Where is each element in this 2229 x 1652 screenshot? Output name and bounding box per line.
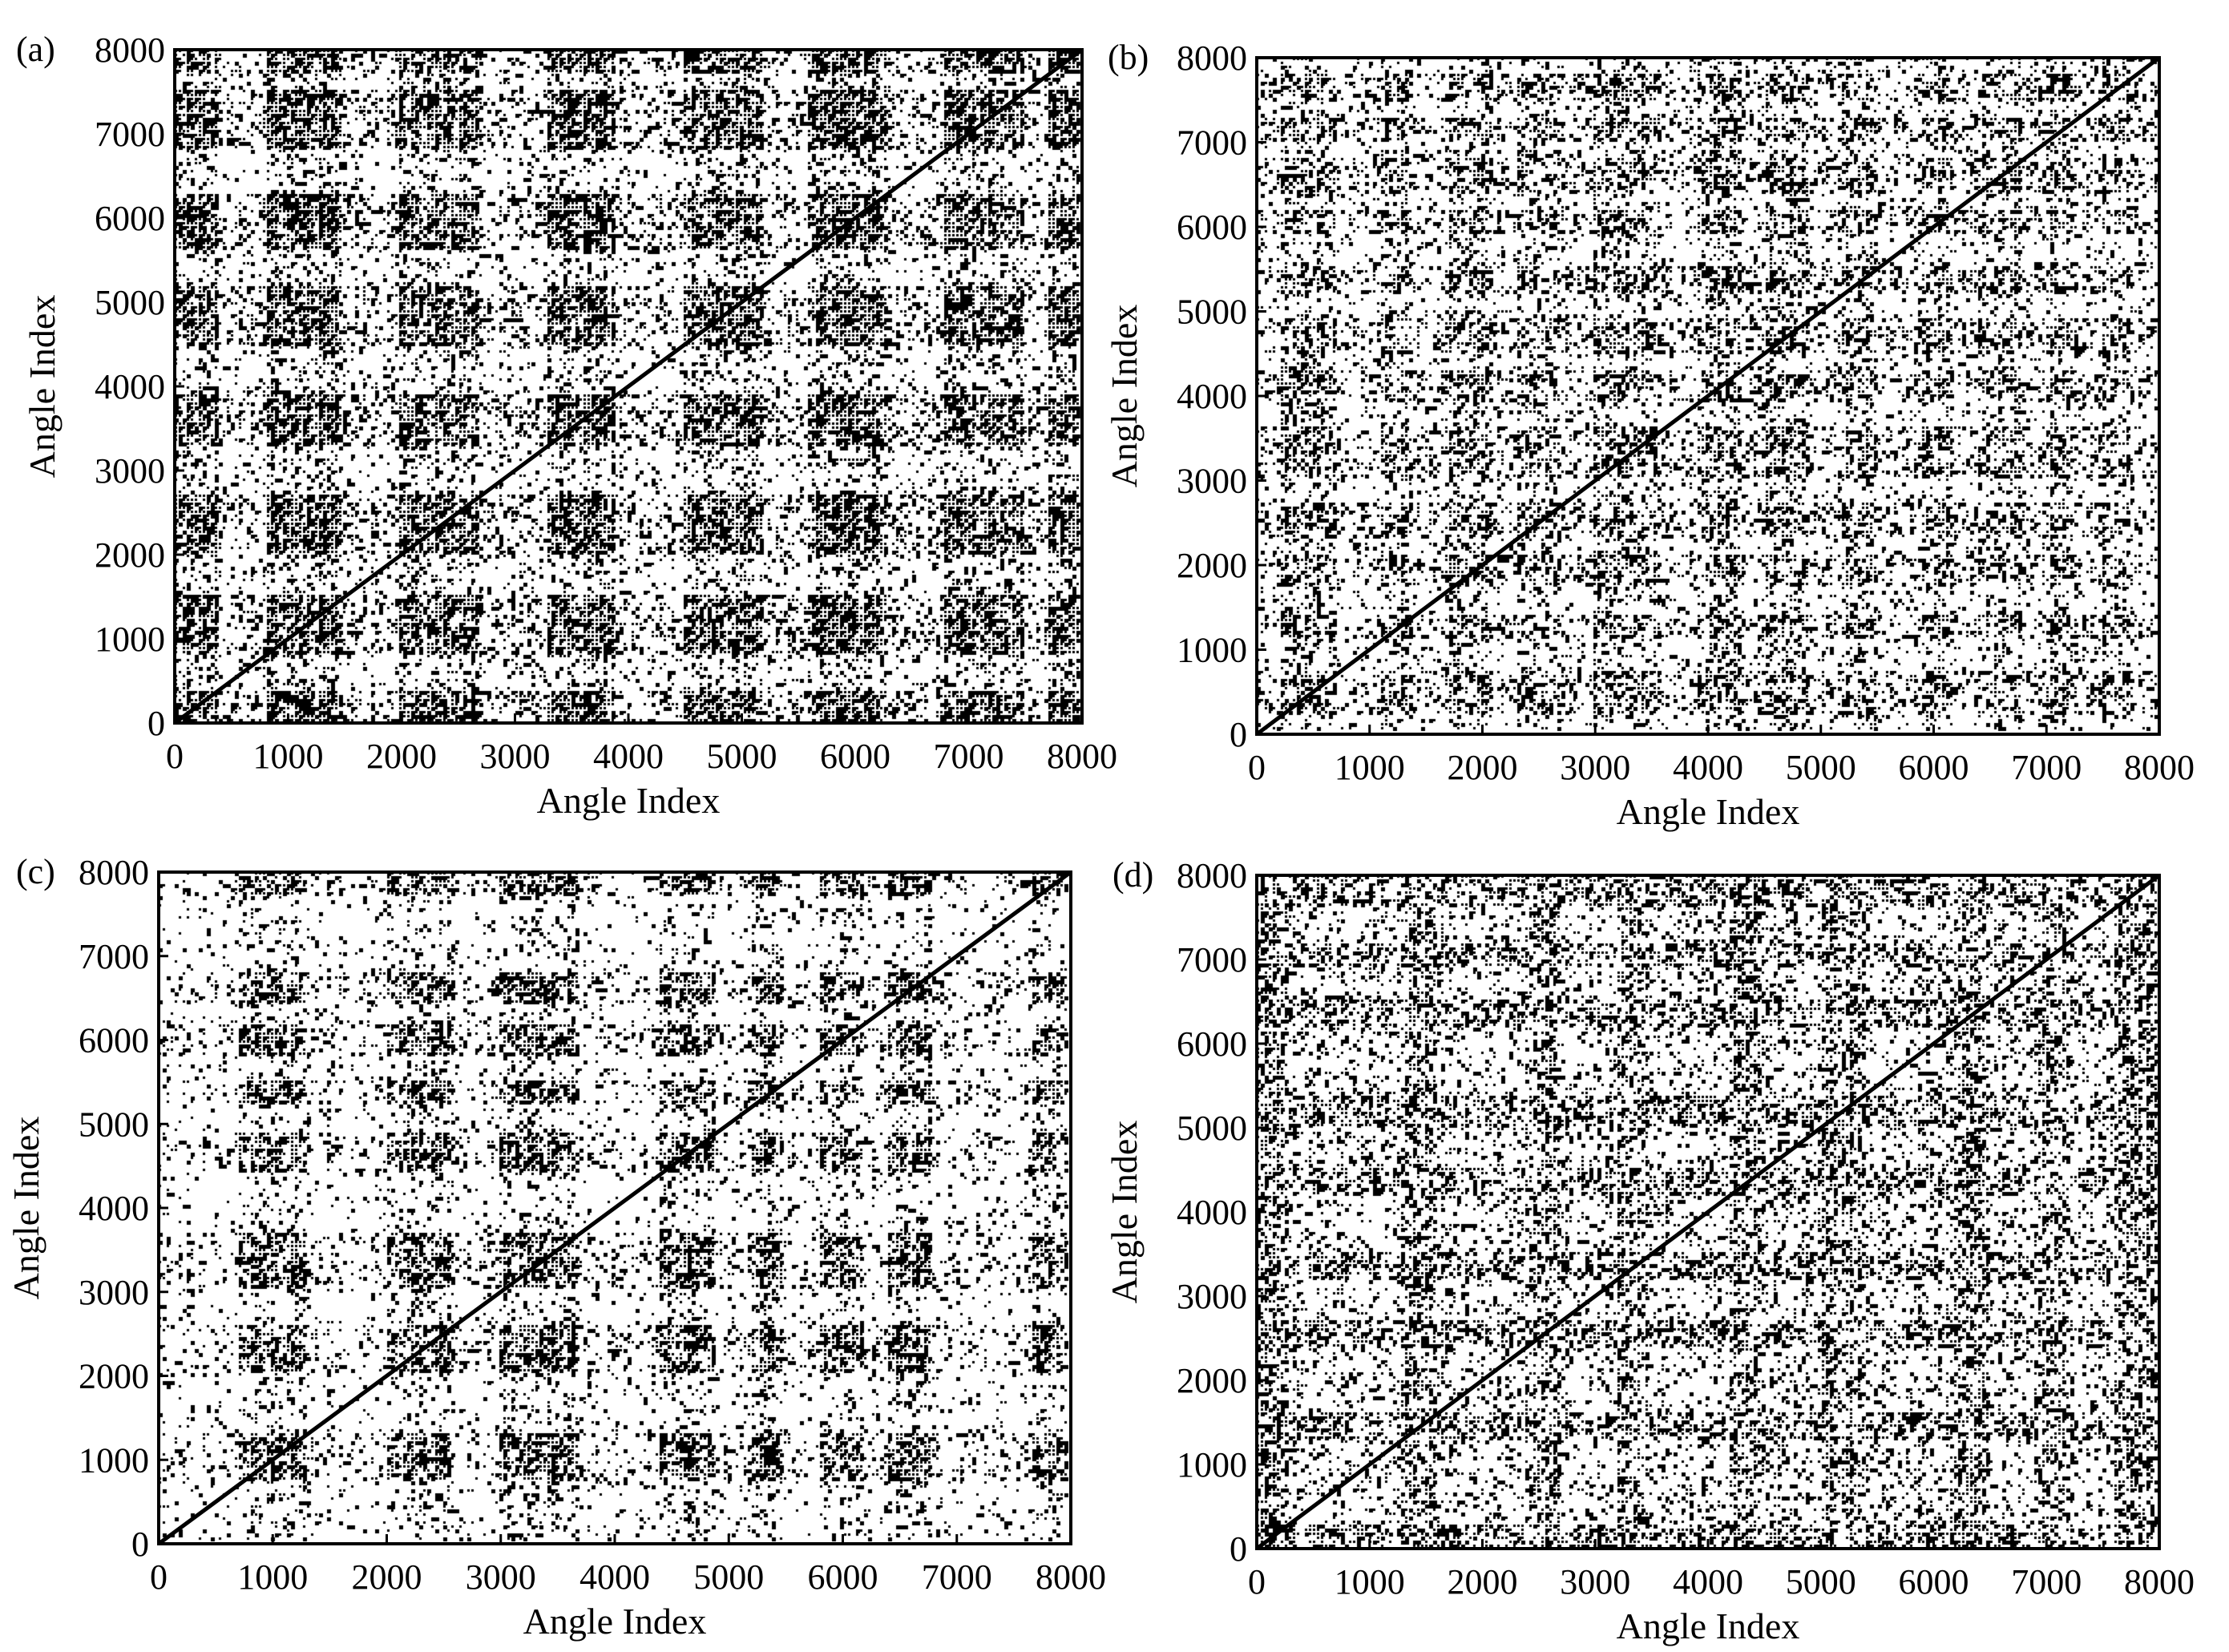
- y-tick-label: 1000: [79, 1440, 149, 1480]
- x-tick-label: 8000: [1036, 1557, 1106, 1597]
- panel-label: (d): [1112, 855, 1153, 895]
- y-axis-label: Angle Index: [22, 295, 63, 479]
- x-tick-label: 8000: [1047, 737, 1117, 776]
- y-tick-label: 8000: [95, 30, 165, 70]
- y-tick-label: 4000: [79, 1189, 149, 1228]
- x-tick-label: 2000: [1448, 748, 1518, 787]
- y-tick-label: 7000: [95, 115, 165, 154]
- x-tick-label: 0: [1248, 748, 1266, 787]
- x-tick-label: 4000: [1673, 1562, 1743, 1602]
- panel-b: 0 1000 2000 3000 4000 5000 6000 7000 8000 0 1000 20…: [1104, 38, 2195, 832]
- x-tick-label: 7000: [2011, 1562, 2082, 1602]
- x-axis-label: Angle Index: [1617, 791, 1800, 832]
- y-tick-label: 4000: [1177, 377, 1247, 416]
- y-tick-label: 1000: [1177, 1445, 1247, 1484]
- y-tick-label: 4000: [95, 367, 165, 406]
- x-axis-label: Angle Index: [1617, 1606, 1800, 1646]
- y-tick-label: 8000: [79, 853, 149, 892]
- x-tick-label: 8000: [2124, 1562, 2195, 1602]
- y-tick-label: 4000: [1177, 1193, 1247, 1232]
- x-tick-label: 8000: [2124, 748, 2195, 787]
- x-tick-label: 3000: [1560, 748, 1630, 787]
- panel-label: (a): [16, 30, 55, 69]
- x-tick-label: 3000: [1560, 1562, 1630, 1602]
- x-tick-label: 1000: [253, 737, 324, 776]
- y-tick-label: 5000: [1177, 1109, 1247, 1148]
- x-tick-label: 5000: [707, 737, 777, 776]
- y-tick-label: 0: [1230, 1529, 1247, 1569]
- y-tick-label: 8000: [1177, 856, 1247, 895]
- x-tick-label: 3000: [480, 737, 551, 776]
- y-tick-label: 6000: [95, 199, 165, 238]
- main-diagonal-line: [157, 870, 1072, 1546]
- main-diagonal-line: [1255, 55, 2161, 737]
- x-tick-label: 1000: [1335, 748, 1405, 787]
- panel-d: 0 1000 2000 3000 4000 5000 6000 7000 8000 0 1000 20…: [1104, 855, 2195, 1646]
- main-diagonal-line: [1255, 873, 2161, 1551]
- x-tick-label: 2000: [352, 1557, 422, 1597]
- y-tick-label: 8000: [1177, 38, 1247, 78]
- panel-label: (c): [16, 852, 55, 891]
- y-tick-label: 1000: [95, 620, 165, 659]
- y-axis-label: Angle Index: [1104, 1121, 1145, 1304]
- y-tick-label: 6000: [79, 1021, 149, 1060]
- x-tick-label: 6000: [820, 737, 890, 776]
- x-tick-label: 1000: [1335, 1562, 1405, 1602]
- x-tick-label: 6000: [1899, 1562, 1969, 1602]
- y-tick-label: 0: [131, 1525, 149, 1564]
- x-tick-label: 5000: [693, 1557, 764, 1597]
- x-tick-label: 0: [150, 1557, 168, 1597]
- x-tick-label: 7000: [2011, 748, 2082, 787]
- x-tick-label: 2000: [1448, 1562, 1518, 1602]
- x-tick-label: 2000: [366, 737, 437, 776]
- x-tick-label: 6000: [1899, 748, 1969, 787]
- x-tick-label: 0: [166, 737, 184, 776]
- y-tick-label: 3000: [1177, 462, 1247, 501]
- y-tick-label: 2000: [1177, 1361, 1247, 1400]
- x-axis-label: Angle Index: [523, 1601, 707, 1642]
- x-tick-label: 6000: [808, 1557, 878, 1597]
- main-diagonal-line: [173, 47, 1084, 725]
- y-tick-label: 6000: [1177, 208, 1247, 247]
- y-axis-label: Angle Index: [6, 1117, 46, 1300]
- panel-label: (b): [1108, 38, 1149, 77]
- y-tick-label: 5000: [1177, 293, 1247, 332]
- y-tick-label: 3000: [79, 1273, 149, 1312]
- y-tick-label: 6000: [1177, 1024, 1247, 1064]
- x-axis-label: Angle Index: [537, 780, 721, 821]
- y-axis-label: Angle Index: [1104, 305, 1145, 488]
- x-tick-label: 4000: [593, 737, 664, 776]
- y-tick-label: 5000: [79, 1105, 149, 1144]
- y-tick-label: 3000: [1177, 1277, 1247, 1316]
- x-tick-label: 7000: [922, 1557, 992, 1597]
- y-tick-label: 1000: [1177, 631, 1247, 670]
- x-tick-label: 0: [1248, 1562, 1266, 1602]
- y-tick-label: 2000: [79, 1357, 149, 1396]
- x-tick-label: 5000: [1786, 1562, 1856, 1602]
- x-tick-label: 1000: [237, 1557, 308, 1597]
- y-tick-label: 3000: [95, 451, 165, 491]
- x-tick-label: 4000: [1673, 748, 1743, 787]
- y-tick-label: 2000: [1177, 546, 1247, 585]
- y-tick-label: 0: [147, 704, 165, 743]
- y-tick-label: 7000: [1177, 123, 1247, 163]
- panel-a: 0 1000 2000 3000 4000 5000 6000 7000 8000 0 1000 20…: [16, 30, 1117, 821]
- y-tick-label: 5000: [95, 283, 165, 322]
- y-tick-label: 7000: [1177, 940, 1247, 979]
- y-tick-label: 0: [1230, 715, 1247, 754]
- x-tick-label: 7000: [934, 737, 1004, 776]
- x-tick-label: 3000: [466, 1557, 536, 1597]
- x-tick-label: 4000: [579, 1557, 650, 1597]
- x-tick-label: 5000: [1786, 748, 1856, 787]
- panel-c: 0 1000 2000 3000 4000 5000 6000 7000 8000 0 1000 20…: [6, 852, 1106, 1642]
- y-tick-label: 2000: [95, 535, 165, 575]
- y-tick-label: 7000: [79, 937, 149, 976]
